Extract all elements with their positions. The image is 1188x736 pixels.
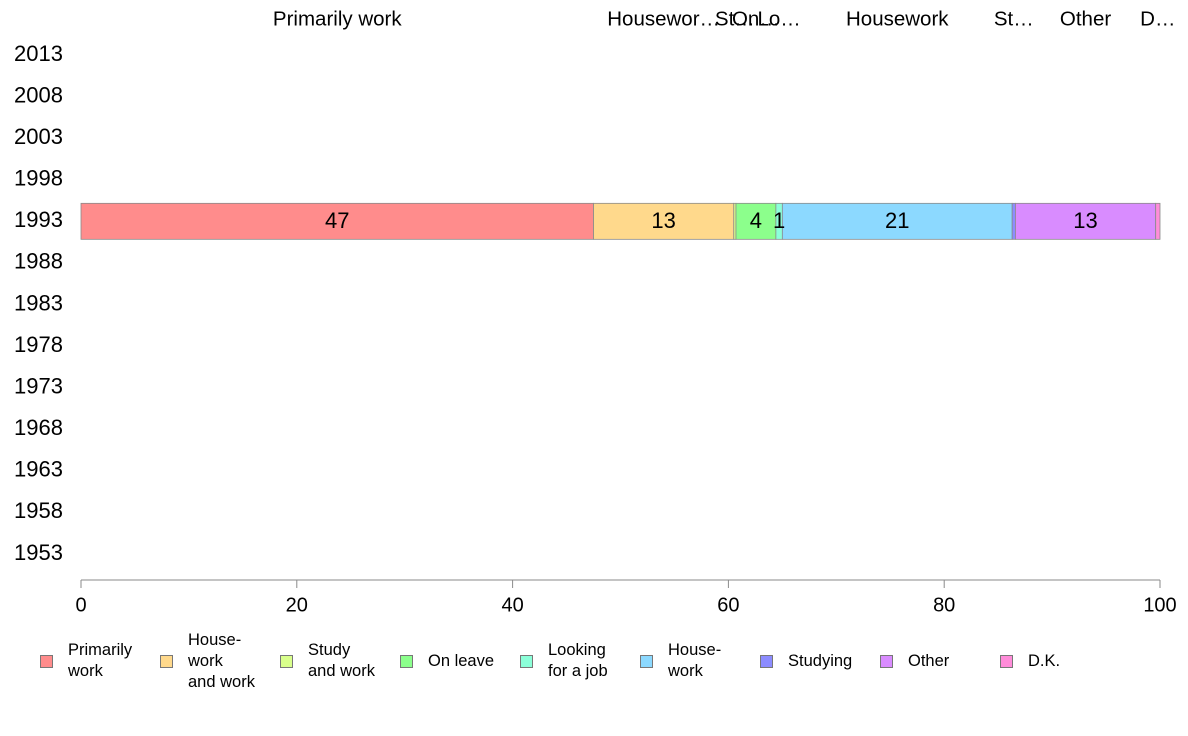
legend-item: Looking for a job [520, 640, 608, 682]
y-tick-label: 2013 [14, 41, 63, 66]
x-tick-label: 100 [1143, 594, 1176, 616]
legend-swatch [160, 654, 173, 668]
y-tick-label: 1958 [14, 498, 63, 523]
legend-label: D.K. [1028, 651, 1061, 670]
y-tick-label: 1973 [14, 373, 63, 398]
legend-swatch [1000, 654, 1013, 668]
legend-label: Other [908, 651, 950, 670]
data-label: 47 [325, 208, 349, 233]
bar-value-labels: 47 13 4 1 21 13 [325, 208, 1098, 233]
legend-label: House- work [668, 641, 722, 680]
x-tick-label: 40 [501, 594, 523, 616]
legend-swatch [760, 654, 773, 668]
legend-item: On leave [400, 651, 494, 672]
y-tick-label: 2008 [14, 82, 63, 107]
legend-swatch [880, 654, 893, 668]
y-tick-label: 1963 [14, 457, 63, 482]
top-label: St… [715, 7, 755, 30]
x-tick-label: 0 [75, 594, 86, 616]
bar-segments [80, 202, 1161, 240]
bar-segment [80, 202, 594, 240]
legend-item: House- work [640, 640, 721, 682]
legend-swatch [520, 654, 533, 668]
top-label: On… [732, 7, 780, 30]
x-axis: 0 20 40 60 80 100 [75, 579, 1177, 616]
y-tick-label: 1998 [14, 166, 63, 191]
bar-segment [781, 202, 1013, 240]
top-label: Housewor… [607, 7, 720, 30]
data-label: 1 [773, 208, 785, 233]
legend-swatch [400, 654, 413, 668]
y-tick-label: 2003 [14, 124, 63, 149]
y-tick-label: 1968 [14, 415, 63, 440]
data-label: 4 [750, 208, 762, 233]
bar-segment [1015, 202, 1157, 240]
y-tick-label: 1993 [14, 207, 63, 232]
legend-swatch [280, 654, 293, 668]
legend-label: House- work and work [188, 630, 255, 691]
legend-label: Studying [788, 651, 853, 670]
bar-segment [1155, 202, 1161, 240]
y-axis-labels: 2013 2008 2003 1998 1993 1988 1983 1978 1973 1968… [14, 41, 63, 565]
bar-segment [1011, 202, 1016, 240]
data-label: 13 [1073, 208, 1097, 233]
x-tick-label: 80 [933, 594, 955, 616]
top-label: St… [994, 7, 1034, 30]
legend-item: Studying [760, 651, 852, 672]
legend-swatch [40, 654, 53, 668]
legend-item: House- work and work [160, 630, 255, 693]
top-label: Other [1060, 7, 1111, 30]
legend-label: Study and work [308, 641, 375, 680]
data-label: 13 [651, 208, 675, 233]
legend-item: Study and work [280, 640, 375, 682]
stacked-bar-chart: 2013200820031998199319881983197819731968… [14, 7, 1177, 616]
legend-swatch [640, 654, 653, 668]
legend-item: Primarily work [40, 640, 132, 682]
legend-item: Other [880, 651, 949, 672]
top-label: D… [1140, 7, 1175, 30]
x-tick-label: 60 [717, 594, 739, 616]
y-tick-label: 1978 [14, 332, 63, 357]
x-tick-label: 20 [286, 594, 308, 616]
top-segment-labels: Primarily work Housewor…St…On…Lo… Housewor… [273, 7, 1176, 30]
y-tick-label: 1953 [14, 540, 63, 565]
legend-label: Looking for a job [548, 641, 608, 680]
top-label: Housework [846, 7, 949, 30]
y-tick-label: 1983 [14, 290, 63, 315]
top-label: Lo… [757, 7, 800, 30]
top-label: Primarily work [273, 7, 402, 30]
data-label: 21 [885, 208, 909, 233]
bar-segment [593, 202, 735, 240]
legend-item: D.K. [1000, 651, 1060, 672]
legend-label: Primarily work [68, 641, 133, 680]
y-tick-label: 1988 [14, 249, 63, 274]
legend: Primarily work House- work and work Study … [0, 630, 1188, 700]
legend-label: On leave [428, 651, 495, 670]
